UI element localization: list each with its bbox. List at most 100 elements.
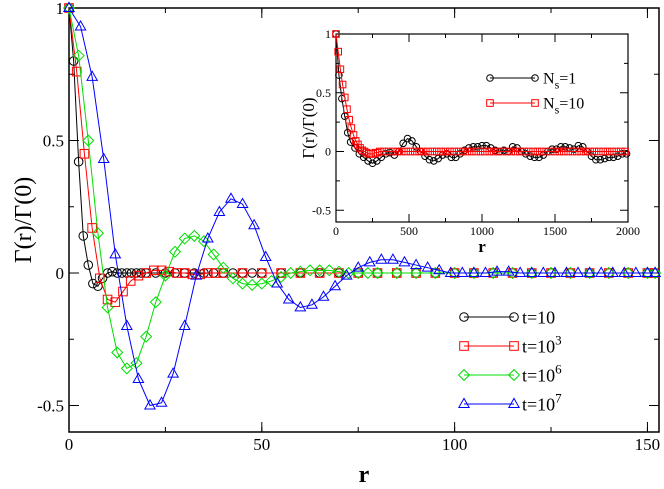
inset-data-point-ns-10 xyxy=(334,47,342,56)
data-point-t-10-7 xyxy=(74,19,87,31)
inset-data-point-ns-10 xyxy=(411,147,419,156)
inset-data-point-ns-10 xyxy=(424,147,432,156)
inset-data-point-ns-10 xyxy=(511,147,520,156)
inset-legend-marker-end-ns-10 xyxy=(531,99,539,107)
y-tick-label-1: 0 xyxy=(56,264,65,283)
inset-data-point-ns-10 xyxy=(406,147,415,156)
inset-y-tick-label-2: 0.5 xyxy=(316,86,331,100)
data-point-t-10-3 xyxy=(87,223,97,233)
inset-legend-label-ns-1: Ns=1 xyxy=(543,71,576,92)
data-point-t-10-6 xyxy=(140,330,153,343)
inset-data-point-ns-10 xyxy=(340,93,349,102)
inset-data-point-ns-10 xyxy=(384,147,393,156)
data-point-t-10-6 xyxy=(246,278,259,292)
inset-data-point-ns-10 xyxy=(538,147,546,156)
data-point-t-10-6 xyxy=(120,362,133,375)
inset-data-point-ns-10 xyxy=(463,147,472,156)
data-point-t-10 xyxy=(83,260,94,270)
data-point-t-10-3 xyxy=(79,148,90,159)
legend-marker-end-t-10-7 xyxy=(507,397,521,408)
data-point-t-10-7 xyxy=(317,290,330,301)
data-point-t-10-7 xyxy=(352,261,365,272)
data-point-t-10-7 xyxy=(649,266,662,277)
inset-series-ns-10 xyxy=(332,30,629,158)
inset-data-point-ns-10 xyxy=(503,147,511,156)
data-point-t-10-7 xyxy=(479,266,492,277)
legend-label-t-10-7: t=107 xyxy=(522,390,562,414)
data-point-t-10-6 xyxy=(448,266,461,280)
data-point-t-10-7 xyxy=(213,205,226,216)
inset-data-point-ns-1 xyxy=(596,155,605,164)
inset-data-point-ns-10 xyxy=(393,147,402,156)
inset-data-point-ns-10 xyxy=(432,147,441,156)
legend-marker-start-t-10-7 xyxy=(457,397,471,408)
data-point-t-10-6 xyxy=(284,266,297,280)
data-point-t-10-7 xyxy=(537,266,550,277)
data-point-t-10-7 xyxy=(132,372,145,383)
inset-data-point-ns-10 xyxy=(599,147,607,156)
inset-x-tick-label-0: 0 xyxy=(333,224,339,238)
data-point-t-10-6 xyxy=(390,266,403,280)
data-point-t-10-7 xyxy=(456,266,469,277)
inset-data-point-ns-1 xyxy=(368,159,377,168)
inset-data-point-ns-10 xyxy=(437,147,445,156)
data-point-t-10-6 xyxy=(649,266,662,280)
inset-data-point-ns-10 xyxy=(349,131,358,139)
data-point-t-10-6 xyxy=(313,264,326,277)
data-point-t-10-7 xyxy=(62,1,76,12)
inset-data-point-ns-10 xyxy=(612,147,621,156)
inset-data-point-ns-10 xyxy=(586,147,594,156)
legend-marker-end-t-10-6 xyxy=(507,368,521,382)
data-point-t-10-3 xyxy=(179,268,190,278)
data-point-t-10-7 xyxy=(571,266,585,277)
inset-data-point-ns-10 xyxy=(343,105,351,114)
data-point-t-10-6 xyxy=(207,248,220,261)
data-point-t-10-7 xyxy=(201,231,214,243)
data-point-t-10-3 xyxy=(257,268,267,278)
data-point-t-10-7 xyxy=(294,300,307,312)
inset-data-point-ns-10 xyxy=(568,147,577,156)
inset-data-point-ns-10 xyxy=(516,147,524,156)
legend: t=10 t=103 t=106 t=107 xyxy=(457,307,562,414)
data-point-t-10-6 xyxy=(111,346,124,359)
data-point-t-10-6 xyxy=(467,266,480,280)
data-point-t-10-7 xyxy=(363,255,376,267)
data-point-t-10-7 xyxy=(502,265,515,276)
data-point-t-10-6 xyxy=(602,266,615,280)
data-point-t-10-7 xyxy=(525,266,538,277)
data-point-t-10-7 xyxy=(282,292,295,304)
data-point-t-10 xyxy=(78,231,89,241)
data-point-t-10-7 xyxy=(421,261,434,272)
inset-legend: Ns=1 Ns=10 xyxy=(486,71,584,117)
inset-data-point-ns-1 xyxy=(408,137,416,145)
data-point-t-10-3 xyxy=(118,286,128,297)
data-point-t-10 xyxy=(126,268,137,278)
data-point-t-10-6 xyxy=(255,277,268,290)
inset-data-point-ns-10 xyxy=(498,147,507,156)
legend-marker-end-t-10 xyxy=(509,312,519,322)
inset-data-point-ns-10 xyxy=(380,147,388,156)
x-tick-label-0: 0 xyxy=(65,435,74,454)
series-line-t-10-7 xyxy=(68,7,656,407)
inset-data-point-ns-10 xyxy=(485,147,494,156)
x-tick-label-100: 100 xyxy=(442,435,468,454)
x-axis-label: r xyxy=(359,462,370,488)
inset-legend-marker-end-ns-1 xyxy=(531,74,539,82)
data-point-t-10-7 xyxy=(606,266,619,277)
inset-data-point-ns-10 xyxy=(419,147,428,156)
data-point-t-10-3 xyxy=(110,297,121,307)
data-point-t-10-6 xyxy=(371,266,384,280)
data-point-t-10-6 xyxy=(101,301,114,314)
data-point-t-10-7 xyxy=(305,298,318,309)
inset-data-point-ns-10 xyxy=(467,147,476,156)
inset-data-point-ns-1 xyxy=(430,157,438,165)
inset-data-point-ns-10 xyxy=(595,147,603,156)
data-point-t-10-3 xyxy=(237,268,248,278)
data-point-t-10 xyxy=(117,268,127,278)
data-point-t-10-3 xyxy=(71,66,82,77)
inset-data-point-ns-10 xyxy=(428,147,437,156)
inset-data-point-ns-1 xyxy=(403,134,412,143)
data-point-t-10-7 xyxy=(560,266,573,277)
data-point-t-10-6 xyxy=(62,1,76,15)
data-point-t-10-6 xyxy=(303,264,317,277)
